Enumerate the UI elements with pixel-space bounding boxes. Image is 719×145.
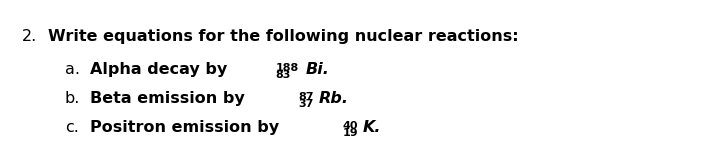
Text: Bi.: Bi. — [306, 62, 329, 77]
Text: a.: a. — [65, 62, 80, 77]
Text: 2.: 2. — [22, 29, 37, 44]
Text: 40: 40 — [342, 121, 358, 131]
Text: Rb.: Rb. — [319, 91, 348, 106]
Text: Write equations for the following nuclear reactions:: Write equations for the following nuclea… — [48, 29, 519, 44]
Text: 83: 83 — [275, 70, 291, 80]
Text: 188: 188 — [275, 63, 299, 73]
Text: c.: c. — [65, 120, 78, 135]
Text: Alpha decay by: Alpha decay by — [90, 62, 233, 77]
Text: 87: 87 — [298, 92, 313, 102]
Text: Positron emission by: Positron emission by — [90, 120, 285, 135]
Text: 37: 37 — [298, 99, 313, 109]
Text: 19: 19 — [342, 128, 358, 138]
Text: K.: K. — [363, 120, 381, 135]
Text: b.: b. — [65, 91, 80, 106]
Text: Beta emission by: Beta emission by — [90, 91, 250, 106]
